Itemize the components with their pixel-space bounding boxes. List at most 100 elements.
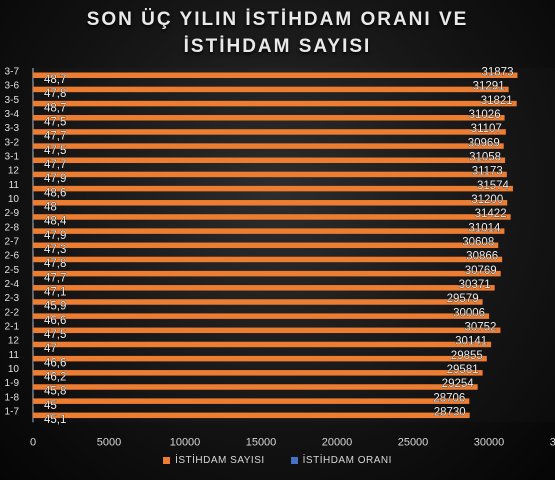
bar-istihdam-sayisi	[33, 412, 470, 419]
category-label: 1-9	[5, 378, 20, 389]
data-label-istihdam-sayisi: 30608	[462, 237, 494, 249]
data-label-istihdam-sayisi: 31107	[471, 123, 502, 135]
x-tick-label: 20000	[322, 436, 353, 448]
category-label: 3-7	[5, 67, 20, 78]
data-label-istihdam-orani: 47	[44, 343, 57, 355]
data-label-istihdam-orani: 47,8	[44, 258, 66, 270]
bar-istihdam-sayisi	[33, 285, 495, 291]
data-label-istihdam-sayisi: 31026	[469, 109, 501, 121]
data-label-istihdam-orani: 45	[44, 400, 57, 412]
data-label-istihdam-sayisi: 30866	[466, 251, 498, 263]
data-label-istihdam-orani: 47,5	[44, 329, 66, 341]
category-label: 2-7	[5, 237, 20, 248]
data-label-istihdam-orani: 47,9	[44, 173, 66, 185]
legend-item-istihdam-orani: İSTİHDAM ORANI	[290, 455, 392, 466]
data-label-istihdam-sayisi: 30006	[453, 307, 485, 319]
category-label: 2-6	[5, 251, 20, 262]
category-label: 2-8	[5, 222, 20, 233]
bar-istihdam-sayisi	[33, 242, 499, 249]
chart-title: SON ÜÇ YILIN İSTİHDAM ORANI VE İSTİHDAM …	[0, 6, 555, 60]
data-label-istihdam-sayisi: 31422	[475, 208, 507, 220]
bar-istihdam-sayisi	[33, 129, 506, 135]
x-tick-label: 30000	[474, 436, 505, 448]
bar-istihdam-orani	[33, 205, 34, 209]
category-label: 1-8	[5, 392, 20, 403]
legend-label-istihdam-orani: İSTİHDAM ORANI	[302, 455, 392, 466]
data-label-istihdam-orani: 46,2	[44, 372, 66, 384]
bar-istihdam-sayisi	[33, 115, 505, 121]
data-label-istihdam-sayisi: 31821	[481, 95, 513, 107]
chart-legend: İSTİHDAM SAYISI İSTİHDAM ORANI	[0, 455, 555, 466]
data-label-istihdam-sayisi: 29579	[447, 293, 479, 305]
bar-istihdam-orani	[33, 318, 34, 322]
bar-istihdam-sayisi	[33, 143, 504, 149]
data-label-istihdam-sayisi: 30969	[468, 137, 500, 149]
data-label-istihdam-sayisi: 30769	[465, 265, 497, 277]
bar-istihdam-orani	[33, 134, 34, 138]
data-label-istihdam-sayisi: 28730	[434, 407, 466, 419]
chart-title-line-2: İSTİHDAM SAYISI	[183, 36, 372, 57]
legend-swatch-istihdam-sayisi	[163, 457, 171, 464]
data-label-istihdam-orani: 47,9	[44, 230, 66, 242]
data-label-istihdam-sayisi: 30371	[459, 279, 491, 291]
bar-istihdam-orani	[33, 233, 34, 237]
category-label: 2-4	[5, 279, 20, 290]
data-label-istihdam-orani: 45,8	[44, 386, 66, 398]
x-tick-label: 10000	[170, 436, 201, 448]
data-label-istihdam-orani: 45,1	[44, 414, 66, 426]
data-label-istihdam-sayisi: 31014	[468, 222, 501, 234]
data-label-istihdam-orani: 47,7	[44, 131, 66, 143]
bar-istihdam-orani	[33, 389, 34, 393]
data-label-istihdam-orani: 47,3	[44, 244, 66, 256]
bar-istihdam-sayisi	[33, 327, 501, 334]
bar-istihdam-sayisi	[33, 185, 513, 192]
data-label-istihdam-sayisi: 29581	[447, 364, 479, 376]
bar-istihdam-sayisi	[33, 100, 517, 107]
data-label-istihdam-sayisi: 30752	[464, 322, 496, 334]
bar-istihdam-sayisi	[33, 370, 483, 376]
bar-istihdam-orani	[33, 248, 34, 252]
bar-istihdam-sayisi	[33, 214, 511, 220]
x-tick-label: 5000	[97, 436, 121, 448]
bar-istihdam-orani	[33, 361, 34, 365]
data-label-istihdam-sayisi: 31058	[469, 152, 501, 164]
bar-istihdam-orani	[33, 333, 34, 337]
category-label: 3-5	[5, 95, 20, 106]
category-label: 11	[9, 180, 20, 191]
data-label-istihdam-sayisi: 31873	[481, 67, 513, 79]
data-label-istihdam-orani: 46,6	[44, 357, 66, 369]
bar-istihdam-orani	[33, 92, 34, 96]
data-label-istihdam-orani: 47,1	[44, 287, 66, 299]
bar-istihdam-orani	[33, 290, 34, 294]
data-label-istihdam-orani: 48,7	[44, 102, 66, 114]
category-label: 12	[8, 166, 20, 177]
data-label-istihdam-sayisi: 31291	[473, 81, 505, 93]
data-label-istihdam-orani: 48,4	[44, 216, 67, 228]
data-label-istihdam-orani: 47,5	[44, 145, 66, 157]
bar-istihdam-orani	[33, 375, 34, 379]
data-label-istihdam-sayisi: 29254	[442, 378, 475, 390]
data-label-istihdam-orani: 48	[44, 202, 57, 214]
bar-istihdam-sayisi	[33, 72, 518, 78]
legend-swatch-istihdam-orani	[290, 457, 298, 464]
bar-istihdam-orani	[33, 262, 34, 266]
data-label-istihdam-orani: 47,5	[44, 117, 66, 129]
data-label-istihdam-orani: 47,8	[44, 88, 66, 100]
bar-istihdam-sayisi	[33, 200, 508, 206]
bar-istihdam-sayisi	[33, 398, 470, 404]
x-tick-label: 25000	[398, 436, 429, 448]
bar-istihdam-sayisi	[33, 313, 490, 319]
category-label: 2-5	[5, 265, 20, 276]
category-label: 2-1	[5, 322, 20, 333]
category-label: 2-3	[5, 293, 20, 304]
legend-item-istihdam-sayisi: İSTİHDAM SAYISI	[163, 455, 265, 466]
category-label: 12	[8, 336, 20, 347]
bar-istihdam-sayisi	[33, 157, 506, 164]
bar-istihdam-orani	[33, 219, 34, 223]
bar-istihdam-orani	[33, 418, 34, 422]
bar-istihdam-orani	[33, 191, 34, 195]
bar-istihdam-orani	[33, 276, 34, 280]
data-label-istihdam-sayisi: 31200	[471, 194, 503, 206]
bar-istihdam-orani	[33, 148, 34, 152]
